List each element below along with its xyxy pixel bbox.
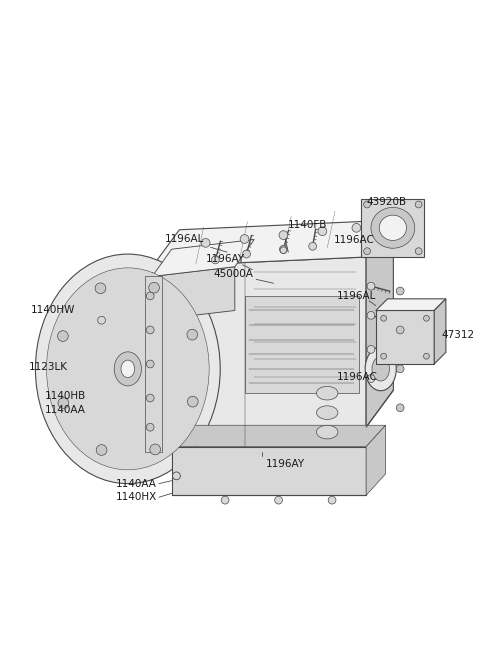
Ellipse shape [415,248,422,255]
Ellipse shape [149,282,159,293]
Ellipse shape [221,496,229,504]
Polygon shape [376,299,446,310]
Ellipse shape [318,227,327,236]
Ellipse shape [36,254,220,483]
Text: 1196AC: 1196AC [334,236,375,245]
Polygon shape [152,239,254,276]
Ellipse shape [279,231,288,239]
Ellipse shape [396,326,404,334]
Polygon shape [434,299,446,364]
Ellipse shape [379,215,407,241]
Ellipse shape [381,354,386,359]
Ellipse shape [150,444,160,455]
Ellipse shape [114,352,142,386]
Text: 1140HW: 1140HW [31,306,75,316]
Ellipse shape [63,289,192,449]
Text: 1140HX: 1140HX [116,492,157,502]
Ellipse shape [371,207,415,248]
Ellipse shape [100,335,156,403]
Text: 1196AL: 1196AL [165,234,204,245]
Text: 1196AC: 1196AC [337,372,378,382]
Ellipse shape [146,292,154,300]
Ellipse shape [396,287,404,295]
Ellipse shape [316,425,338,439]
Ellipse shape [279,245,288,253]
Ellipse shape [316,386,338,400]
Ellipse shape [316,406,338,419]
Ellipse shape [352,224,361,232]
Text: 1196AY: 1196AY [266,459,305,469]
Text: 1140HB: 1140HB [45,391,86,401]
Text: 1140FB: 1140FB [288,220,328,230]
Text: 43920B: 43920B [366,197,406,207]
Text: 1196AL: 1196AL [337,291,376,301]
Ellipse shape [242,250,251,258]
Text: 47312: 47312 [441,330,474,340]
Ellipse shape [173,472,180,480]
Ellipse shape [423,354,429,359]
Ellipse shape [365,347,396,391]
Polygon shape [366,425,385,495]
Ellipse shape [415,201,422,208]
Ellipse shape [275,496,282,504]
Ellipse shape [82,312,174,426]
Ellipse shape [280,247,287,254]
Ellipse shape [364,201,371,208]
Ellipse shape [201,239,210,247]
Ellipse shape [396,365,404,373]
Polygon shape [244,296,360,393]
Polygon shape [171,425,385,447]
Text: 45000A: 45000A [214,268,253,279]
Ellipse shape [121,360,134,378]
Polygon shape [366,220,393,427]
Ellipse shape [97,316,106,324]
Ellipse shape [367,346,375,354]
Ellipse shape [95,283,106,294]
Ellipse shape [146,360,154,368]
Ellipse shape [367,375,375,382]
Polygon shape [152,257,366,447]
Ellipse shape [328,496,336,504]
Polygon shape [171,447,366,495]
Text: 1140AA: 1140AA [45,405,86,415]
Polygon shape [145,276,162,451]
Ellipse shape [96,445,107,455]
Ellipse shape [212,256,219,264]
Polygon shape [152,220,393,267]
Ellipse shape [187,329,198,340]
Ellipse shape [240,235,249,243]
Text: 1123LK: 1123LK [29,362,68,372]
Ellipse shape [423,316,429,321]
Ellipse shape [146,423,154,431]
Ellipse shape [364,248,371,255]
Ellipse shape [367,282,375,290]
Ellipse shape [47,268,209,470]
Ellipse shape [146,326,154,334]
Ellipse shape [396,404,404,412]
Text: 1196AY: 1196AY [205,254,245,264]
Polygon shape [361,199,424,257]
Polygon shape [376,310,434,364]
Ellipse shape [309,243,316,250]
Text: 1140AA: 1140AA [116,479,157,489]
Ellipse shape [381,316,386,321]
Ellipse shape [187,396,198,407]
Ellipse shape [367,312,375,319]
Polygon shape [152,267,235,320]
Ellipse shape [58,331,68,341]
Ellipse shape [58,398,69,409]
Ellipse shape [146,394,154,402]
Ellipse shape [372,357,389,381]
